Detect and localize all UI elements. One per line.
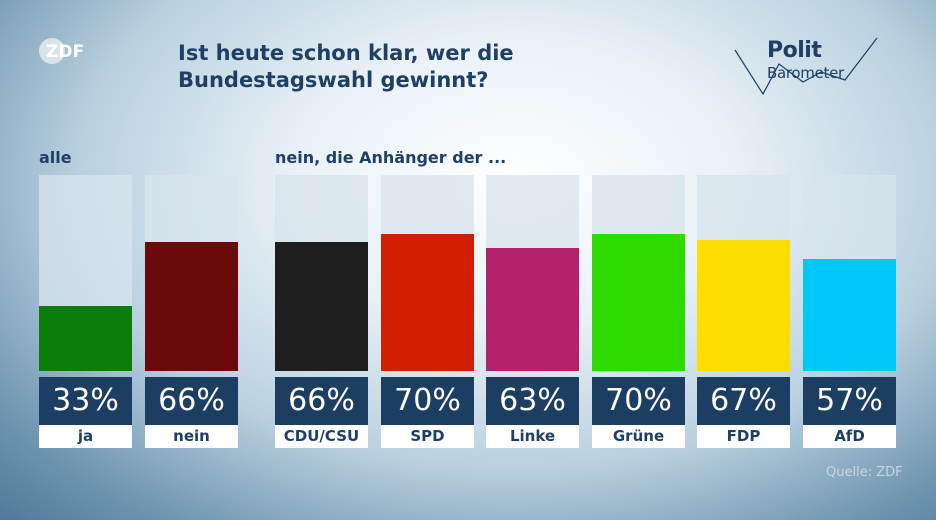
group-label-all: alle bbox=[39, 148, 72, 167]
bar-column-gr-ne: 70% Grüne bbox=[592, 175, 685, 448]
bar bbox=[592, 233, 685, 371]
bar bbox=[381, 233, 474, 371]
bar-value-label: 63% bbox=[486, 377, 579, 425]
category-label: AfD bbox=[803, 425, 896, 448]
bar-track bbox=[275, 175, 368, 371]
politbarometer-logo: Polit Barometer bbox=[733, 34, 883, 98]
politbarometer-word-barometer: Barometer bbox=[767, 64, 844, 82]
chart-title: Ist heute schon klar, wer die Bundestags… bbox=[178, 41, 514, 92]
bar-column-afd: 57% AfD bbox=[803, 175, 896, 448]
category-label: nein bbox=[145, 425, 238, 448]
bar-column-cdu-csu: 66% CDU/CSU bbox=[275, 175, 368, 448]
bar-column-linke: 63% Linke bbox=[486, 175, 579, 448]
bar-value-label: 70% bbox=[592, 377, 685, 425]
bar-track bbox=[803, 175, 896, 371]
bar-track bbox=[592, 175, 685, 371]
category-label: FDP bbox=[697, 425, 790, 448]
group-label-supporters: nein, die Anhänger der ... bbox=[275, 148, 507, 167]
category-label: Grüne bbox=[592, 425, 685, 448]
bar bbox=[486, 247, 579, 371]
bar-track bbox=[39, 175, 132, 371]
bar bbox=[275, 241, 368, 371]
bar-value-label: 33% bbox=[39, 377, 132, 425]
category-label: SPD bbox=[381, 425, 474, 448]
bar-column-fdp: 67% FDP bbox=[697, 175, 790, 448]
category-label: Linke bbox=[486, 425, 579, 448]
bar bbox=[803, 259, 896, 371]
bar-track bbox=[381, 175, 474, 371]
zdf-logo: ZDF bbox=[39, 38, 84, 64]
bar-track bbox=[145, 175, 238, 371]
bar bbox=[39, 306, 132, 371]
source-note: Quelle: ZDF bbox=[826, 465, 903, 480]
bar-value-label: 67% bbox=[697, 377, 790, 425]
bar-value-label: 66% bbox=[145, 377, 238, 425]
bar-column-nein: 66% nein bbox=[145, 175, 238, 448]
bar-track bbox=[486, 175, 579, 371]
category-label: ja bbox=[39, 425, 132, 448]
bar-value-label: 57% bbox=[803, 377, 896, 425]
bar-column-ja: 33% ja bbox=[39, 175, 132, 448]
bar-value-label: 70% bbox=[381, 377, 474, 425]
bar-column-spd: 70% SPD bbox=[381, 175, 474, 448]
bar bbox=[145, 241, 238, 371]
politbarometer-zigzag-icon bbox=[734, 37, 878, 96]
bar-value-label: 66% bbox=[275, 377, 368, 425]
zdf-logo-text: ZDF bbox=[46, 42, 84, 62]
category-label: CDU/CSU bbox=[275, 425, 368, 448]
politbarometer-word-polit: Polit bbox=[767, 38, 822, 63]
bar-track bbox=[697, 175, 790, 371]
bar bbox=[697, 239, 790, 371]
